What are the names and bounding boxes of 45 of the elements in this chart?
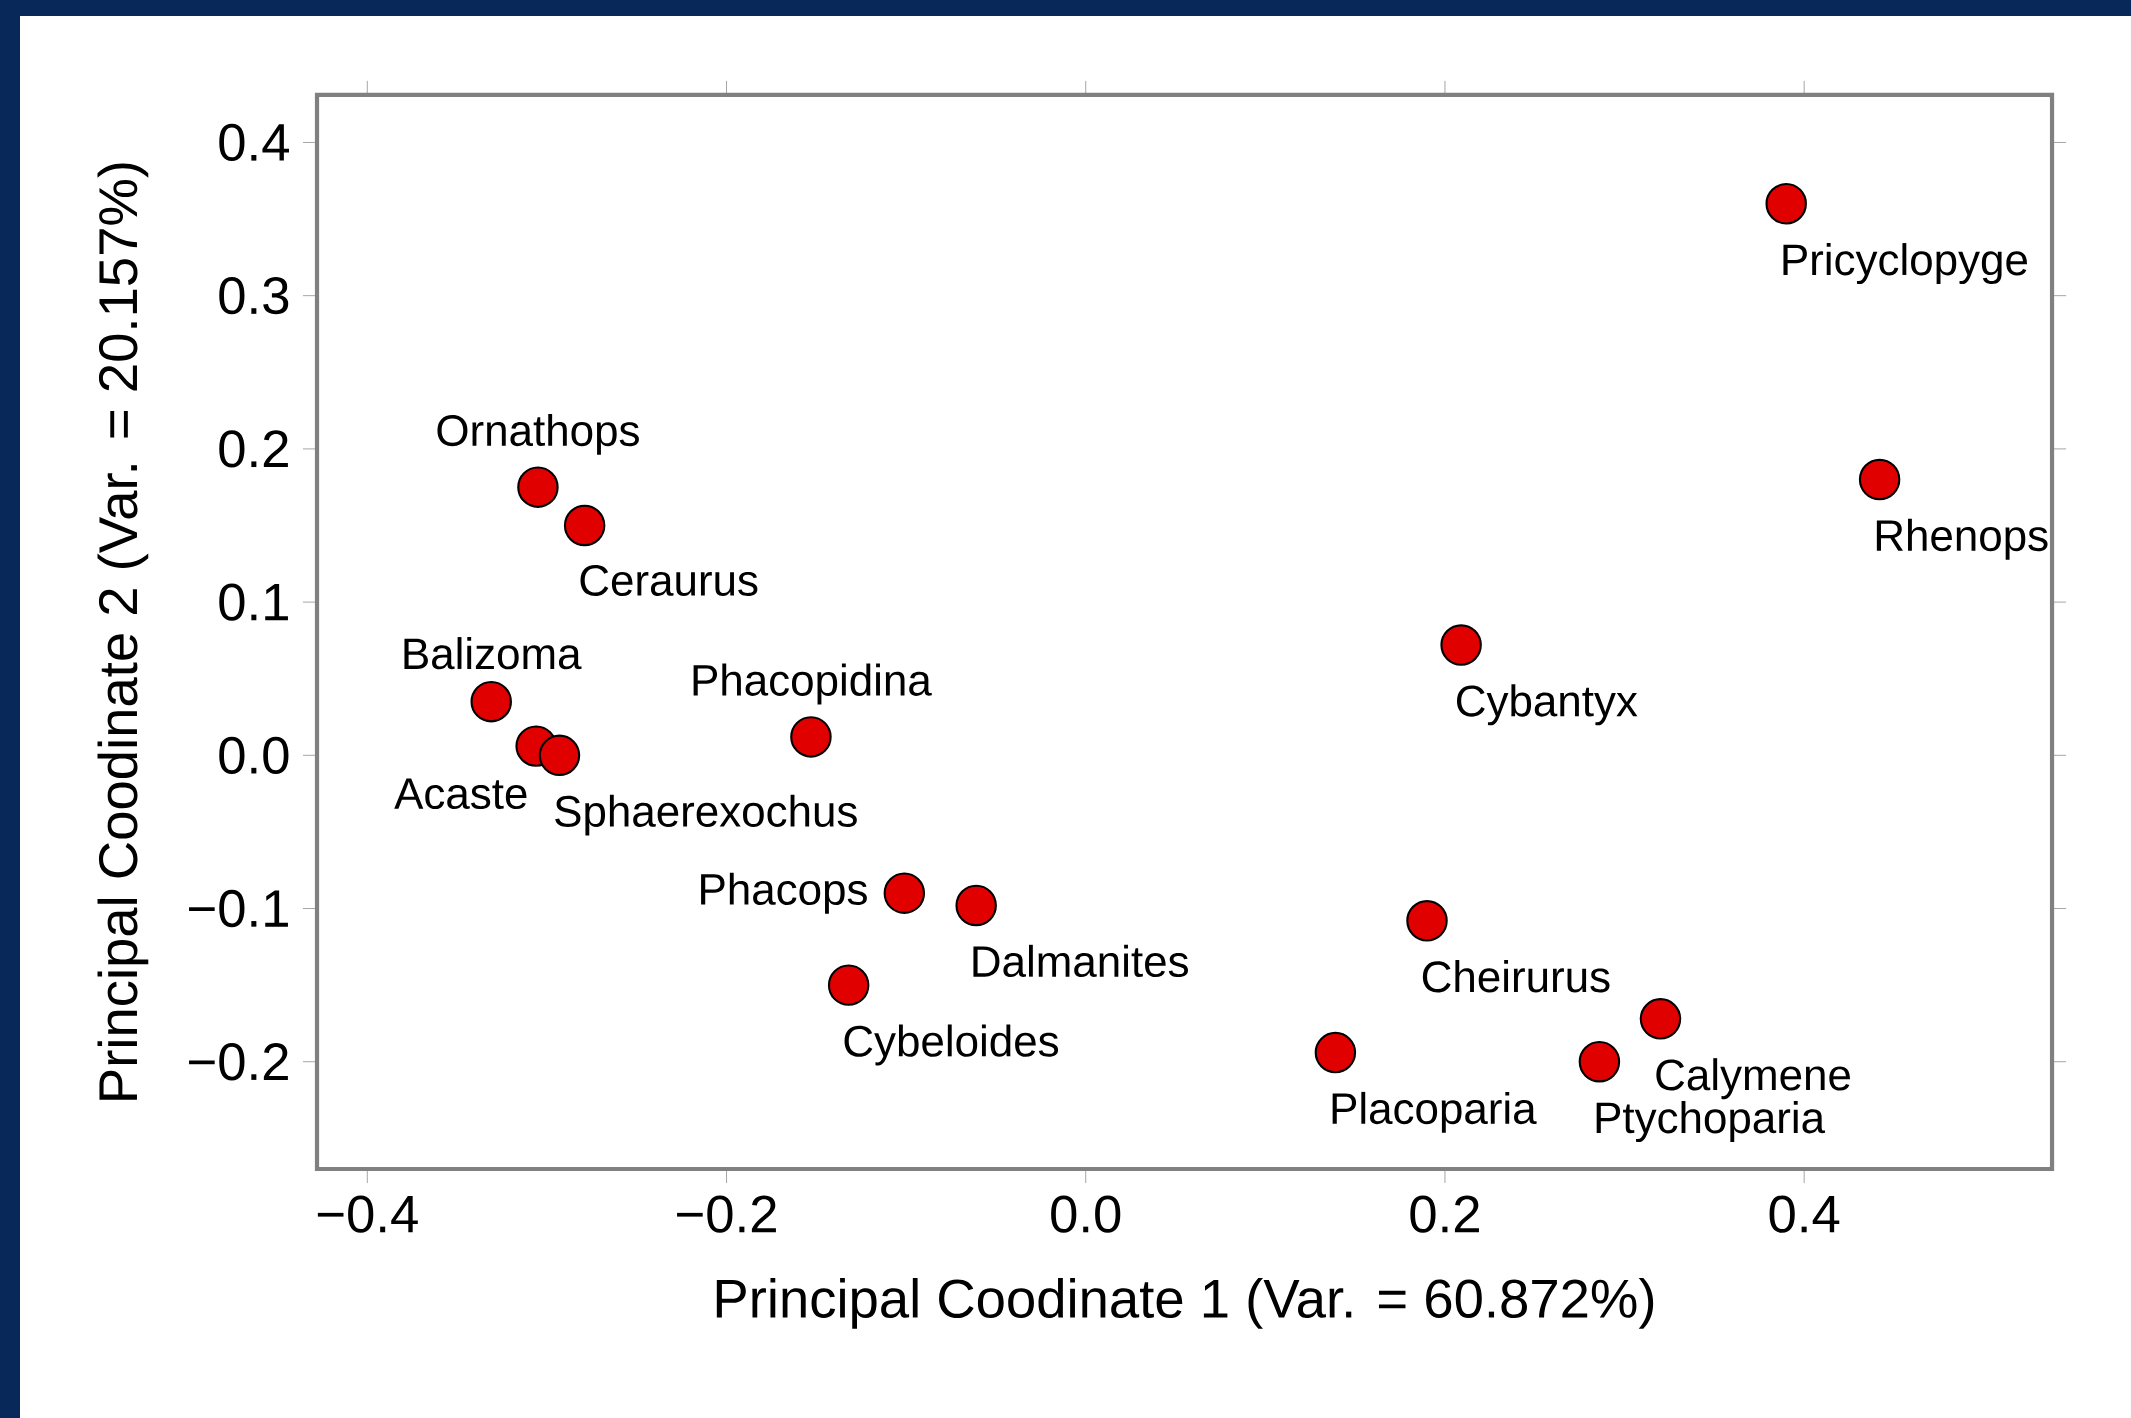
y-tick-label: 0.4 [219, 123, 289, 162]
x-tick-label: 0.4 [1769, 1195, 1840, 1233]
x-tick-label: −0.2 [677, 1195, 776, 1233]
y-tick-label: 0.3 [219, 277, 289, 315]
annotation: Cybantyx [1457, 684, 1638, 726]
annotation: Dalmanites [973, 944, 1188, 978]
point [955, 884, 997, 927]
y-tick-label: 0.1 [219, 583, 288, 621]
annotation: Balizoma [404, 637, 582, 670]
point [1765, 183, 1807, 225]
point [563, 504, 606, 547]
annotation: Rhenops [1876, 518, 2048, 560]
annotation: Phacopidina [693, 663, 932, 705]
point [1314, 1031, 1357, 1074]
point [790, 716, 832, 758]
annotation: Cheirurus [1422, 960, 1610, 993]
y-tick-label: −0.1 [189, 889, 288, 928]
point [827, 964, 870, 1006]
annotation: Ornathops [437, 413, 639, 455]
y-tick-label: −0.2 [189, 1043, 288, 1081]
point [1578, 1040, 1621, 1083]
point [883, 872, 926, 914]
annotation: Ptychoparia [1596, 1101, 1826, 1143]
point [1440, 624, 1482, 666]
point [517, 466, 559, 508]
annotation: Ceraurus [580, 564, 758, 596]
y-tick-label: 0.0 [219, 736, 289, 774]
y-tick-label: 0.2 [219, 430, 288, 468]
x-axis-title: Principal Coodinate 1 (Var. = 60.872%) [716, 1278, 1654, 1329]
x-tick-label: 0.2 [1410, 1195, 1479, 1233]
x-tick-label: −0.4 [317, 1195, 418, 1233]
annotation: Cybeloides [844, 1024, 1059, 1066]
point [1639, 998, 1682, 1040]
point [538, 734, 581, 777]
annotation: Acaste [394, 778, 527, 810]
x-tick-label: 0.0 [1051, 1195, 1121, 1233]
point [1858, 458, 1901, 501]
annotation: Placoparia [1332, 1091, 1537, 1133]
point [1406, 900, 1448, 942]
annotation: Pricyclopyge [1783, 243, 2027, 285]
annotation: Phacops [701, 872, 867, 914]
annotation: Calymene [1656, 1058, 1850, 1100]
y-axis-title: Principal Coodinate 2 (Var. = 20.157%) [97, 163, 149, 1100]
point [470, 680, 512, 723]
annotation: Sphaerexochus [555, 794, 857, 836]
